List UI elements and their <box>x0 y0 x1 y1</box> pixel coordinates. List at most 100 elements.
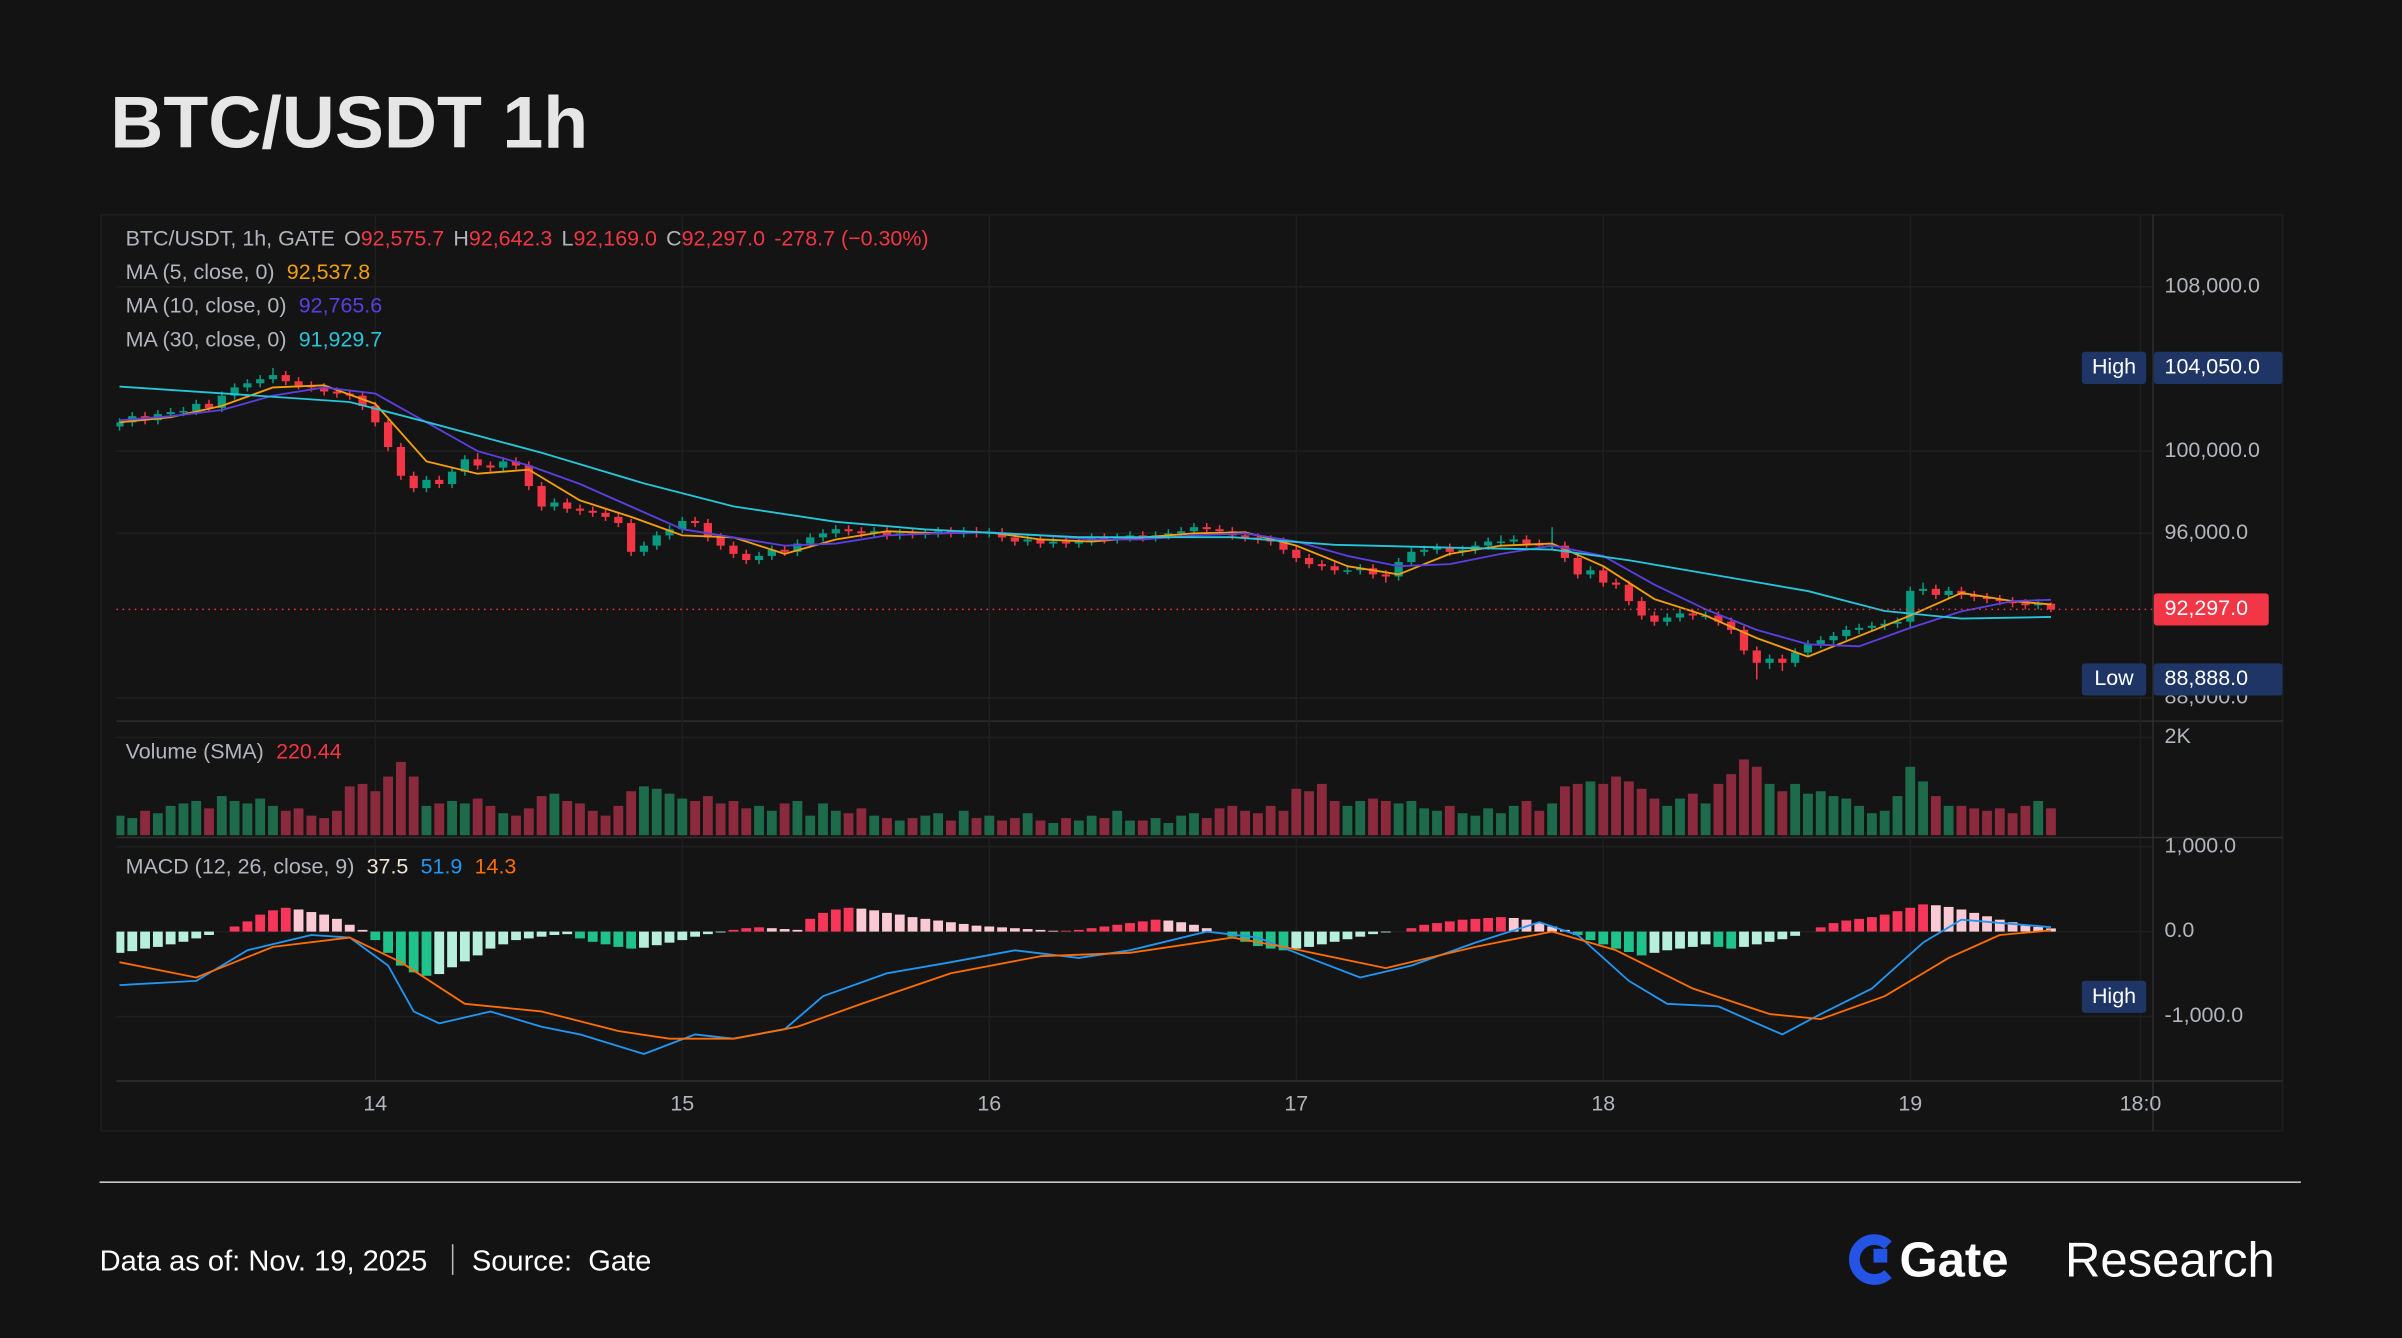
volume-bar <box>319 818 330 836</box>
volume-bar <box>1470 815 1481 836</box>
volume-bar <box>2046 808 2056 836</box>
macd-histogram-bar <box>1611 931 1621 949</box>
macd-histogram-bar <box>1432 923 1442 932</box>
volume-bar <box>1534 810 1545 836</box>
legend-part: 92,575.7 <box>361 226 444 250</box>
ohlc-legend: BTC/USDT, 1h, GATE O92,575.7 H92,642.3 L92,… <box>126 226 929 250</box>
volume-bar <box>946 820 956 836</box>
volume-bar <box>1073 820 1084 836</box>
volume-bar <box>1304 791 1314 836</box>
macd-histogram-bar <box>1022 929 1033 932</box>
candle-body <box>204 403 214 408</box>
volume-bar <box>421 805 432 836</box>
candle-body <box>1778 658 1787 663</box>
candle-body <box>460 459 469 472</box>
macd-histogram-bar <box>1125 923 1135 932</box>
volume-bar <box>1777 791 1788 836</box>
legend-part: O <box>344 226 361 250</box>
candle-body <box>320 387 329 392</box>
candle-body <box>857 531 866 534</box>
candle-body <box>1240 535 1250 538</box>
price-marker-label: 88,888.0 <box>2165 666 2249 690</box>
candle-body <box>383 422 393 448</box>
candle-body <box>1842 629 1851 637</box>
volume-bar <box>293 808 304 836</box>
macd-histogram-bar <box>459 931 470 962</box>
macd-histogram-bar <box>319 914 330 932</box>
macd-histogram-bar <box>1496 917 1506 932</box>
x-tick-label: 19 <box>1898 1091 1922 1115</box>
candle-body <box>2034 603 2043 606</box>
macd-histogram-bar <box>2007 922 2018 932</box>
candle-body <box>1202 527 1211 530</box>
candle-body <box>1906 590 1915 622</box>
macd-histogram-bar <box>1163 920 1174 932</box>
candle-body <box>1304 557 1314 565</box>
volume-bar <box>1841 798 1852 836</box>
candle-body <box>499 461 508 468</box>
macd-histogram-bar <box>344 924 355 932</box>
volume-bar <box>2033 800 2044 836</box>
candle-body <box>703 523 713 538</box>
overlay-legend: MA (5, close, 0) 92,537.8 <box>126 260 371 284</box>
volume-bar <box>344 786 355 836</box>
volume-bar <box>741 808 752 836</box>
candle-body <box>1586 570 1595 575</box>
volume-bar <box>1406 800 1417 836</box>
candle-body <box>116 422 124 427</box>
macd-histogram-bar <box>958 923 969 932</box>
legend-part: 51.9 <box>421 854 463 878</box>
macd-histogram-bar <box>1828 923 1839 932</box>
chart-panel <box>100 214 2284 1132</box>
volume-bar <box>984 815 995 836</box>
volume-bar <box>1930 796 1941 836</box>
moving-average-line <box>119 385 2051 620</box>
macd-histogram-bar <box>1035 929 1046 932</box>
volume-bar <box>754 805 764 836</box>
volume-bar <box>1585 781 1596 836</box>
candle-body <box>1803 644 1813 653</box>
candle-body <box>742 553 751 561</box>
volume-bar <box>165 805 176 836</box>
candle-body <box>332 391 342 394</box>
volume-bar <box>498 813 509 836</box>
macd-histogram-bar <box>933 920 944 932</box>
macd-histogram-bar <box>1918 904 1928 932</box>
brand-suffix: Research <box>2065 1233 2275 1287</box>
volume-bar <box>1457 813 1468 836</box>
volume-bar <box>690 800 700 836</box>
volume-bar <box>587 810 598 836</box>
candle-body <box>678 520 687 530</box>
volume-bar <box>651 788 662 836</box>
macd-histogram-bar <box>1943 906 1954 932</box>
candle-body <box>1445 547 1454 552</box>
candle-body <box>435 479 444 484</box>
macd-histogram-bar <box>165 931 176 945</box>
volume-bar <box>1623 781 1634 836</box>
macd-histogram-bar <box>1879 914 1890 932</box>
macd-histogram-bar <box>1329 931 1340 942</box>
volume-bar <box>792 800 803 836</box>
signal-line <box>119 929 2052 1040</box>
volume-bar <box>639 786 649 836</box>
macd-histogram-bar <box>1662 931 1673 951</box>
candle-body <box>2008 601 2017 604</box>
candle-body <box>1458 549 1467 552</box>
macd-histogram-bar <box>116 931 125 953</box>
macd-histogram-bar <box>1150 919 1161 932</box>
macd-histogram-bar <box>523 931 534 939</box>
plot-area <box>116 367 2153 1055</box>
volume-bar <box>1662 805 1673 836</box>
macd-flag-box <box>2081 980 2147 1013</box>
macd-histogram-bar <box>485 931 496 949</box>
macd-histogram-bar <box>894 914 905 932</box>
macd-histogram-bar <box>1598 931 1609 945</box>
candle-body <box>754 555 764 561</box>
candle-body <box>1496 541 1506 544</box>
candle-body <box>1854 627 1864 630</box>
volume-bar <box>907 818 918 836</box>
candle-body <box>1177 531 1186 534</box>
volume-bar <box>1214 808 1225 836</box>
macd-histogram-bar <box>536 931 547 937</box>
macd-histogram-bar <box>702 931 713 935</box>
